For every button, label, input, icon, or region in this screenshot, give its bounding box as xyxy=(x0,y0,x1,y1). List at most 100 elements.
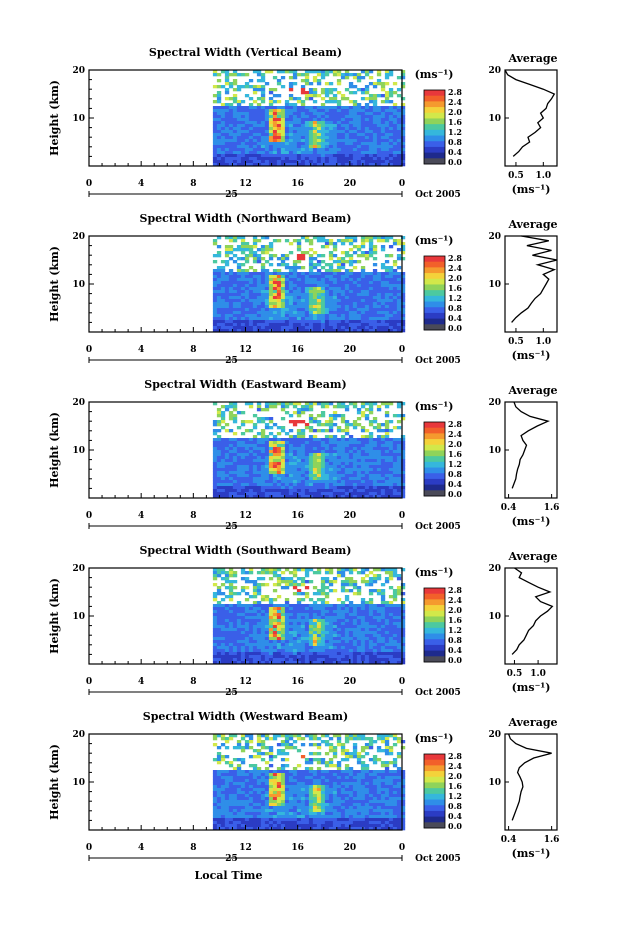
heatmap-cell xyxy=(252,154,258,158)
heatmap-cell xyxy=(308,492,314,496)
heatmap-cell xyxy=(348,272,354,276)
heatmap-cell xyxy=(396,447,402,451)
heatmap-cell xyxy=(240,109,246,113)
heatmap-cell xyxy=(336,73,342,77)
heatmap-cell xyxy=(316,236,322,240)
heatmap-cell xyxy=(256,405,262,409)
x-tick-label: 20 xyxy=(344,345,357,355)
heatmap-cell xyxy=(352,287,358,291)
heatmap-cell xyxy=(324,453,330,457)
heatmap-cell xyxy=(272,453,278,457)
heatmap-cell xyxy=(380,326,386,330)
heatmap-cell xyxy=(268,634,274,638)
heatmap-cell xyxy=(212,100,218,104)
heatmap-cell xyxy=(272,302,278,306)
heatmap-cell xyxy=(220,477,226,481)
heatmap-cell xyxy=(340,73,346,77)
heatmap-cell xyxy=(388,272,394,276)
heatmap-cell xyxy=(308,474,314,478)
heatmap-cell xyxy=(232,100,238,104)
colorbar-swatch xyxy=(424,490,445,497)
heatmap-cell xyxy=(376,622,382,626)
heatmap-cell xyxy=(332,453,338,457)
heatmap-cell xyxy=(332,154,338,158)
heatmap-cell xyxy=(316,157,322,161)
heatmap-cell xyxy=(256,73,262,77)
heatmap-cell xyxy=(236,73,242,77)
heatmap-cell xyxy=(292,278,298,282)
heatmap-cell xyxy=(216,124,222,128)
heatmap-cell xyxy=(360,142,366,146)
heatmap-cell xyxy=(376,459,382,463)
heatmap-cell xyxy=(228,637,234,641)
heatmap-cell xyxy=(216,471,222,475)
heatmap-cell xyxy=(372,589,378,593)
heatmap-cell xyxy=(360,136,366,140)
y-axis-label: Height (km) xyxy=(48,246,61,322)
heatmap-cell xyxy=(304,580,310,584)
heatmap-cell xyxy=(356,610,362,614)
heatmap-cell xyxy=(344,287,350,291)
heatmap-cell xyxy=(356,293,362,297)
heatmap-cell xyxy=(336,145,342,149)
heatmap-cell xyxy=(292,483,298,487)
heatmap-cell xyxy=(312,586,318,590)
heatmap-cell xyxy=(232,477,238,481)
heatmap-cell xyxy=(216,308,222,312)
heatmap-cell xyxy=(328,568,334,572)
heatmap-cell xyxy=(304,646,310,650)
heatmap-cell xyxy=(252,453,258,457)
heatmap-cell xyxy=(264,154,270,158)
heatmap-cell xyxy=(384,405,390,409)
heatmap-cell xyxy=(320,456,326,460)
heatmap-cell xyxy=(384,613,390,617)
heatmap-cell xyxy=(264,151,270,155)
colorbar-swatch xyxy=(424,278,445,285)
heatmap-cell xyxy=(396,145,402,149)
heatmap-cell xyxy=(364,574,370,578)
heatmap-cell xyxy=(256,450,262,454)
heatmap-cell xyxy=(252,109,258,113)
heatmap-cell xyxy=(396,278,402,282)
heatmap-cell xyxy=(236,163,242,167)
heatmap-cell xyxy=(352,320,358,324)
heatmap-cell xyxy=(304,154,310,158)
heatmap-cell xyxy=(336,471,342,475)
heatmap-cell xyxy=(212,154,218,158)
heatmap-cell xyxy=(400,601,406,605)
heatmap-cell xyxy=(368,592,374,596)
heatmap-cell xyxy=(312,601,318,605)
x-tick-label: 0 xyxy=(399,345,405,355)
heatmap-cell xyxy=(236,118,242,122)
heatmap-cell xyxy=(380,441,386,445)
heatmap-cell xyxy=(396,157,402,161)
heatmap-cell xyxy=(344,610,350,614)
heatmap-cell xyxy=(272,447,278,451)
heatmap-cell xyxy=(292,477,298,481)
heatmap-cell xyxy=(364,610,370,614)
heatmap-cell xyxy=(284,568,290,572)
heatmap-cell xyxy=(348,329,354,333)
heatmap-cell xyxy=(252,317,258,321)
heatmap-cell xyxy=(264,329,270,333)
heatmap-cell xyxy=(232,631,238,635)
heatmap-cell xyxy=(368,583,374,587)
heatmap-cell xyxy=(224,456,230,460)
heatmap-cell xyxy=(272,462,278,466)
heatmap-cell xyxy=(272,127,278,131)
heatmap-cell xyxy=(292,263,298,267)
heatmap-cell xyxy=(288,444,294,448)
heatmap-cell xyxy=(244,293,250,297)
heatmap-cell xyxy=(268,598,274,602)
heatmap-cell xyxy=(240,130,246,134)
heatmap-cell xyxy=(344,305,350,309)
heatmap-cell xyxy=(348,474,354,478)
heatmap-cell xyxy=(328,426,334,430)
heatmap-cell xyxy=(264,308,270,312)
heatmap-cell xyxy=(352,103,358,107)
heatmap-cell xyxy=(244,571,250,575)
heatmap-cell xyxy=(280,124,286,128)
heatmap-cell xyxy=(256,299,262,303)
heatmap-cell xyxy=(228,103,234,107)
heatmap-cell xyxy=(376,465,382,469)
